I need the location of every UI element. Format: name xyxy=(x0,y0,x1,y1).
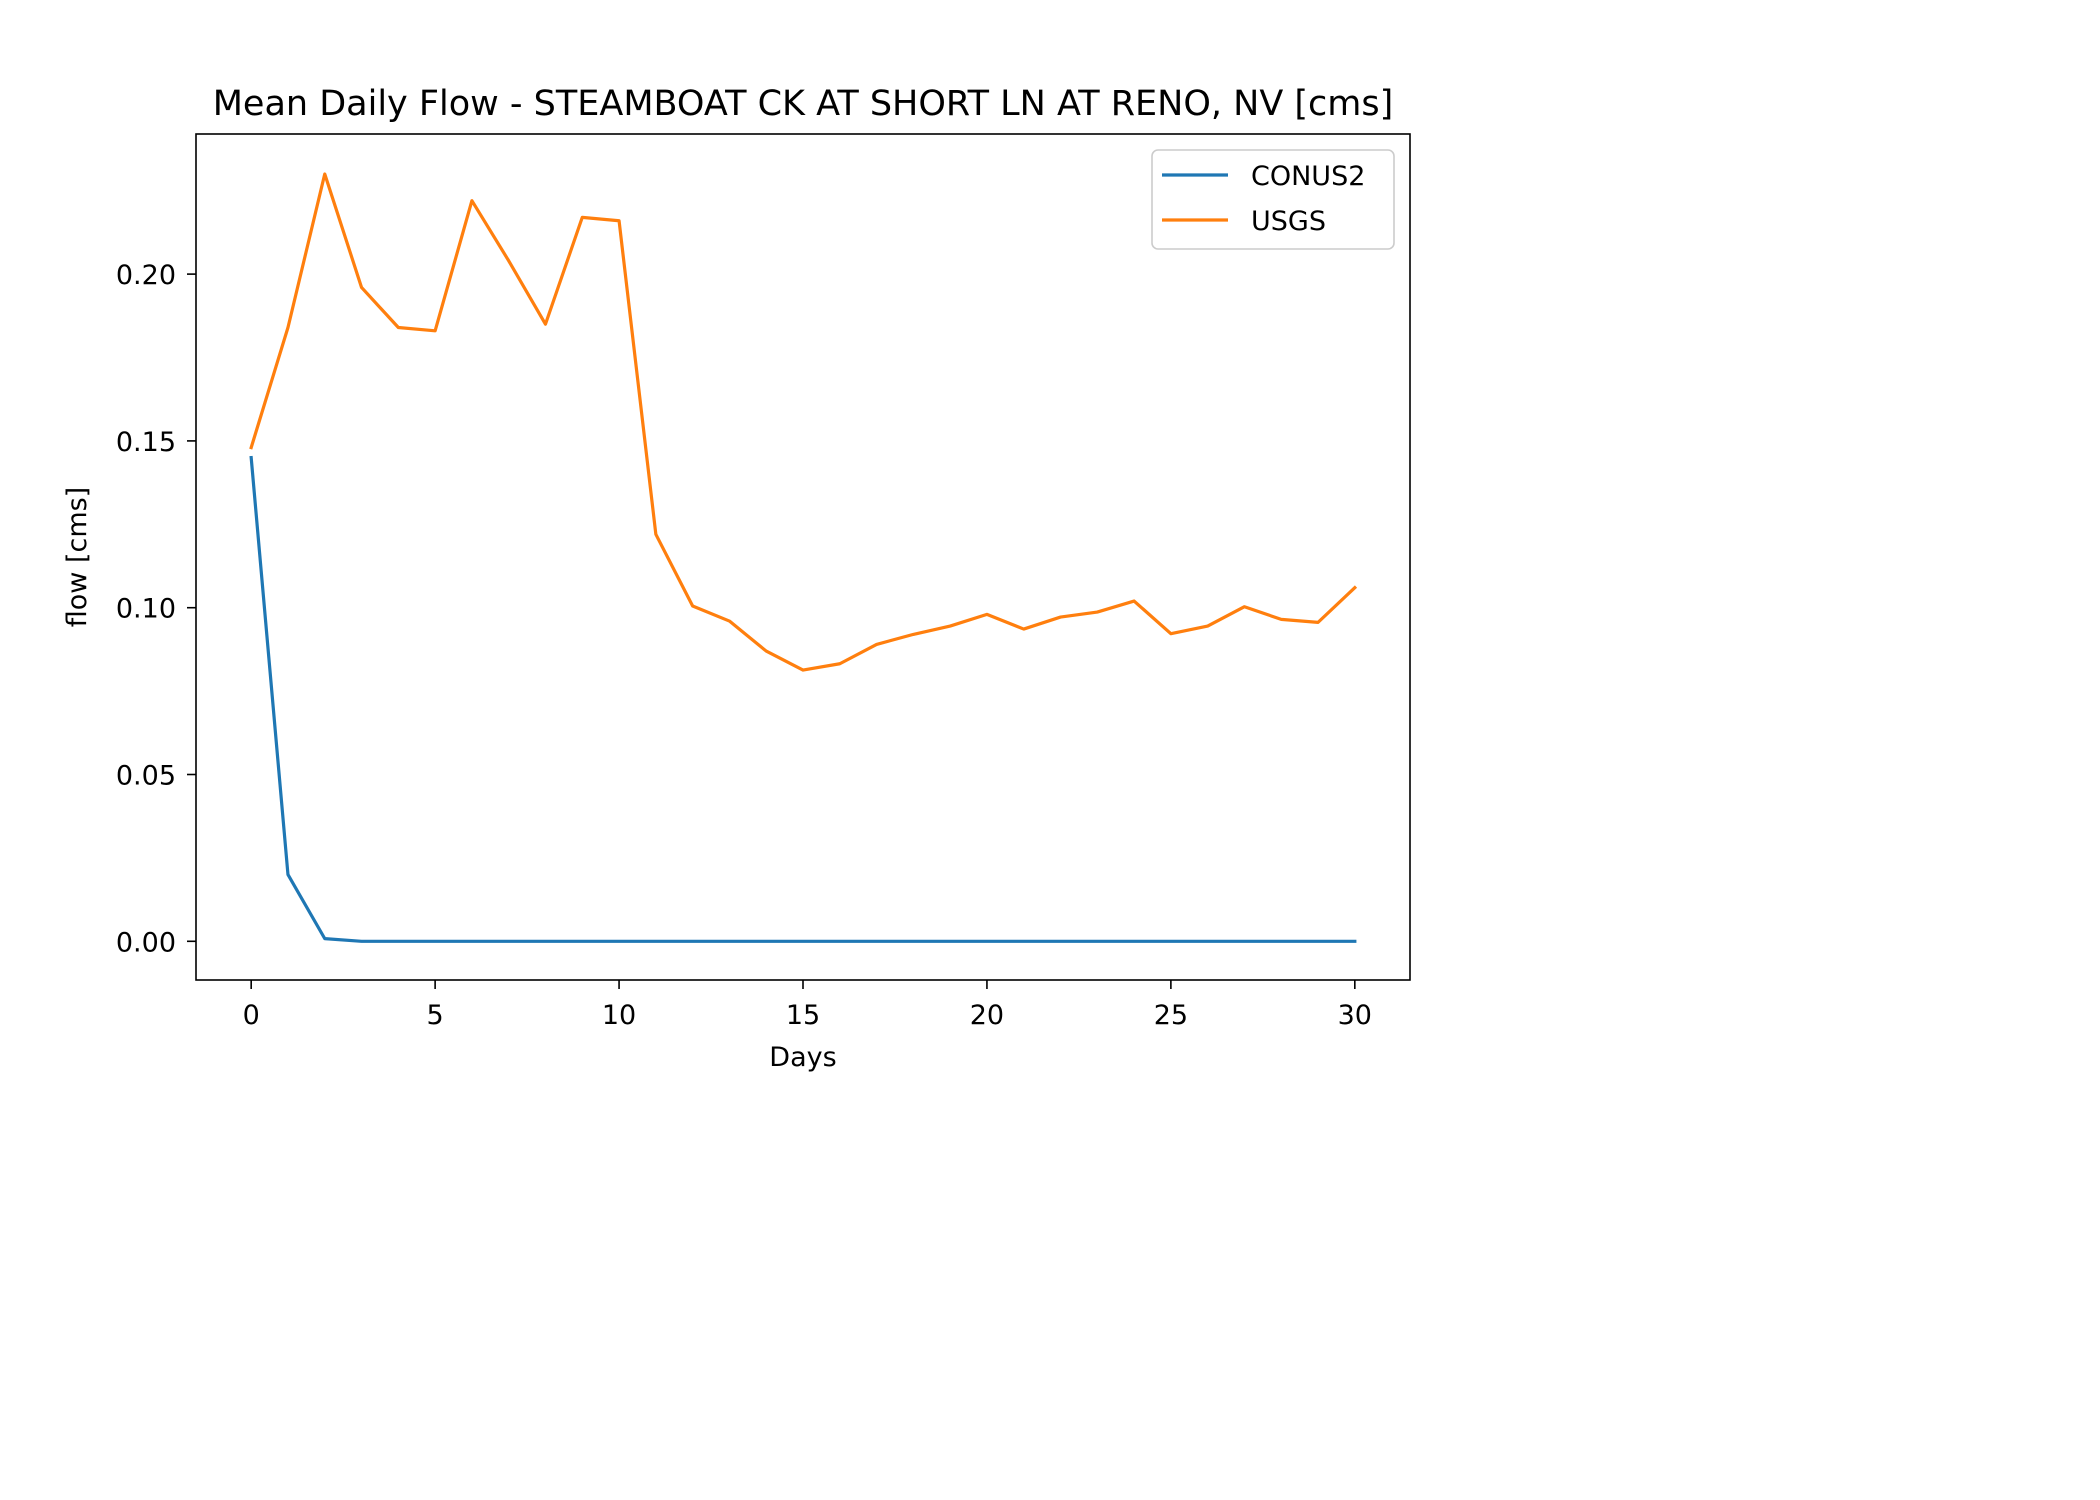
legend-label-usgs: USGS xyxy=(1251,206,1326,237)
series-layer xyxy=(249,172,1358,943)
y-tick-label: 0.00 xyxy=(116,927,176,958)
x-tick-label: 15 xyxy=(786,1000,820,1031)
series-line-conus2 xyxy=(249,455,1357,943)
y-tick-label: 0.05 xyxy=(116,761,176,792)
y-tick-label: 0.10 xyxy=(116,594,176,625)
series-line-usgs xyxy=(249,172,1358,672)
x-tick-label: 20 xyxy=(970,1000,1004,1031)
legend-label-conus2: CONUS2 xyxy=(1251,161,1365,192)
x-axis: 0 5 10 15 20 25 30 xyxy=(243,980,1372,1031)
x-tick-label: 5 xyxy=(427,1000,444,1031)
y-axis-label: flow [cms] xyxy=(62,487,93,627)
y-tick-label: 0.20 xyxy=(116,260,176,291)
x-tick-label: 10 xyxy=(602,1000,636,1031)
x-tick-label: 30 xyxy=(1338,1000,1372,1031)
line-chart: Mean Daily Flow - STEAMBOAT CK AT SHORT … xyxy=(62,84,1411,1073)
x-axis-label: Days xyxy=(769,1042,836,1073)
y-tick-label: 0.15 xyxy=(116,427,176,458)
y-axis: 0.00 0.05 0.10 0.15 0.20 xyxy=(116,260,196,958)
x-tick-label: 25 xyxy=(1154,1000,1188,1031)
chart-title: Mean Daily Flow - STEAMBOAT CK AT SHORT … xyxy=(213,84,1394,124)
x-tick-label: 0 xyxy=(243,1000,260,1031)
legend: CONUS2 USGS xyxy=(1151,149,1395,250)
